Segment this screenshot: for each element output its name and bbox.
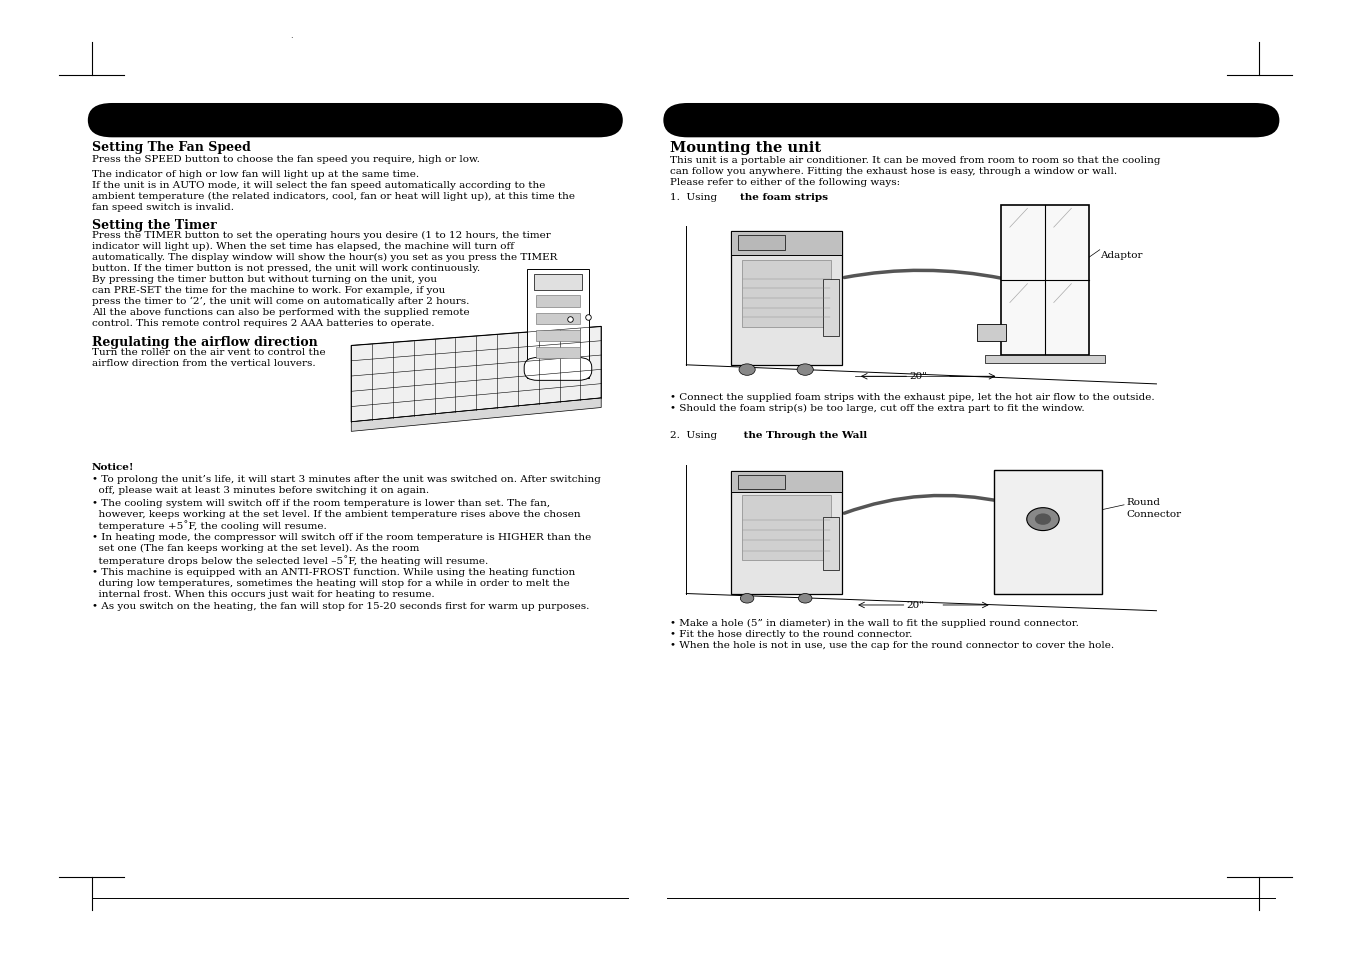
Text: during low temperatures, sometimes the heating will stop for a while in order to: during low temperatures, sometimes the h… (92, 578, 570, 587)
Text: Turn the roller on the air vent to control the: Turn the roller on the air vent to contr… (92, 347, 326, 356)
Bar (534, 275, 582, 291)
Bar (977, 324, 1006, 341)
Bar (742, 260, 831, 327)
Text: Notice!: Notice! (92, 462, 134, 472)
Bar (738, 235, 785, 251)
Bar (823, 517, 839, 570)
FancyBboxPatch shape (524, 358, 592, 381)
Bar (536, 348, 580, 359)
Circle shape (740, 594, 754, 603)
Text: The indicator of high or low fan will light up at the same time.: The indicator of high or low fan will li… (92, 170, 419, 179)
Bar (527, 270, 589, 379)
Bar (536, 314, 580, 325)
Text: 1.  Using: 1. Using (670, 193, 720, 201)
Text: 20": 20" (909, 372, 927, 381)
Text: 2.  Using: 2. Using (670, 431, 720, 439)
FancyBboxPatch shape (663, 104, 1279, 138)
Text: Please refer to either of the following ways:: Please refer to either of the following … (670, 178, 900, 187)
Circle shape (1027, 508, 1059, 531)
Text: 20": 20" (907, 600, 924, 610)
Bar (731, 232, 842, 365)
Text: • Fit the hose directly to the round connector.: • Fit the hose directly to the round con… (670, 630, 912, 639)
Text: indicator will light up). When the set time has elapsed, the machine will turn o: indicator will light up). When the set t… (92, 242, 513, 252)
Text: If the unit is in AUTO mode, it will select the fan speed automatically accordin: If the unit is in AUTO mode, it will sel… (92, 181, 546, 190)
Text: button. If the timer button is not pressed, the unit will work continuously.: button. If the timer button is not press… (92, 264, 480, 273)
Bar (731, 472, 842, 594)
Text: • Should the foam strip(s) be too large, cut off the extra part to fit the windo: • Should the foam strip(s) be too large,… (670, 403, 1085, 413)
Text: .: . (290, 30, 293, 39)
Circle shape (798, 594, 812, 603)
Text: can follow you anywhere. Fitting the exhaust hose is easy, through a window or w: can follow you anywhere. Fitting the exh… (670, 168, 1117, 176)
Text: Round: Round (1127, 497, 1161, 507)
Text: • To prolong the unit’s life, it will start 3 minutes after the unit was switche: • To prolong the unit’s life, it will st… (92, 475, 601, 483)
Bar (738, 476, 785, 489)
Bar (823, 279, 839, 336)
Text: • The cooling system will switch off if the room temperature is lower than set. : • The cooling system will switch off if … (92, 498, 550, 507)
Text: All the above functions can also be performed with the supplied remote: All the above functions can also be perf… (92, 308, 470, 316)
Text: the Through the Wall: the Through the Wall (740, 431, 867, 439)
Bar (994, 470, 1102, 594)
Text: • Connect the supplied foam strips with the exhaust pipe, let the hot air flow t: • Connect the supplied foam strips with … (670, 392, 1155, 401)
Bar (731, 472, 842, 493)
Bar (742, 496, 831, 560)
Text: temperature drops below the selected level –5˚F, the heating will resume.: temperature drops below the selected lev… (92, 555, 488, 565)
Bar (1001, 205, 1089, 355)
Text: Regulating the airflow direction: Regulating the airflow direction (92, 335, 317, 348)
Bar (985, 355, 1105, 363)
Text: can PRE-SET the time for the machine to work. For example, if you: can PRE-SET the time for the machine to … (92, 286, 444, 294)
Text: Setting the Timer: Setting the Timer (92, 219, 216, 232)
FancyBboxPatch shape (88, 104, 623, 138)
Text: • When the hole is not in use, use the cap for the round connector to cover the : • When the hole is not in use, use the c… (670, 640, 1115, 650)
Text: • Make a hole (5” in diameter) in the wall to fit the supplied round connector.: • Make a hole (5” in diameter) in the wa… (670, 618, 1079, 628)
Text: airflow direction from the vertical louvers.: airflow direction from the vertical louv… (92, 358, 316, 367)
Text: This unit is a portable air conditioner. It can be moved from room to room so th: This unit is a portable air conditioner.… (670, 156, 1161, 165)
Text: control. This remote control requires 2 AAA batteries to operate.: control. This remote control requires 2 … (92, 318, 435, 328)
Polygon shape (351, 398, 601, 432)
Text: press the timer to ‘2’, the unit will come on automatically after 2 hours.: press the timer to ‘2’, the unit will co… (92, 296, 469, 306)
Circle shape (797, 364, 813, 375)
Text: the foam strips: the foam strips (740, 193, 828, 201)
Text: By pressing the timer button but without turning on the unit, you: By pressing the timer button but without… (92, 274, 436, 284)
Text: however, keeps working at the set level. If the ambient temperature rises above : however, keeps working at the set level.… (92, 509, 581, 518)
Bar (731, 232, 842, 255)
Text: Connector: Connector (1127, 509, 1182, 518)
Text: off, please wait at least 3 minutes before switching it on again.: off, please wait at least 3 minutes befo… (92, 485, 430, 495)
Bar (536, 331, 580, 342)
Circle shape (1035, 514, 1051, 525)
Text: • This machine is equipped with an ANTI-FROST function. While using the heating : • This machine is equipped with an ANTI-… (92, 567, 576, 576)
Text: fan speed switch is invalid.: fan speed switch is invalid. (92, 203, 234, 212)
Text: Press the TIMER button to set the operating hours you desire (1 to 12 hours, the: Press the TIMER button to set the operat… (92, 231, 551, 240)
Text: Mounting the unit: Mounting the unit (670, 141, 821, 155)
Text: internal frost. When this occurs just wait for heating to resume.: internal frost. When this occurs just wa… (92, 589, 435, 598)
Text: • As you switch on the heating, the fan will stop for 15-20 seconds first for wa: • As you switch on the heating, the fan … (92, 601, 589, 611)
Text: automatically. The display window will show the hour(s) you set as you press the: automatically. The display window will s… (92, 253, 557, 262)
Text: • In heating mode, the compressor will switch off if the room temperature is HIG: • In heating mode, the compressor will s… (92, 533, 592, 541)
Text: Press the SPEED button to choose the fan speed you require, high or low.: Press the SPEED button to choose the fan… (92, 154, 480, 163)
Text: Setting The Fan Speed: Setting The Fan Speed (92, 141, 251, 154)
Bar (536, 296, 580, 308)
Circle shape (739, 364, 755, 375)
Polygon shape (351, 327, 601, 422)
Text: ambient temperature (the related indicators, cool, fan or heat will light up), a: ambient temperature (the related indicat… (92, 192, 576, 201)
Text: Adaptor: Adaptor (1100, 251, 1142, 259)
Text: set one (The fan keeps working at the set level). As the room: set one (The fan keeps working at the se… (92, 543, 419, 553)
Text: temperature +5˚F, the cooling will resume.: temperature +5˚F, the cooling will resum… (92, 520, 327, 531)
